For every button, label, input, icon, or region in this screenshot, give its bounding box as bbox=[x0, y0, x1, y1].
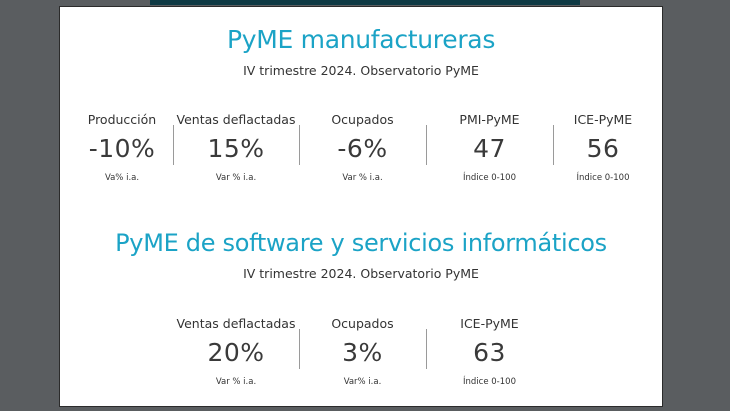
stat-unit: Va% i.a. bbox=[104, 173, 140, 183]
section1-subtitle: IV trimestre 2024. Observatorio PyME bbox=[243, 63, 479, 78]
infographic-card: PyME manufactureras IV trimestre 2024. O… bbox=[59, 6, 663, 407]
divider bbox=[553, 125, 554, 165]
stat-unit: Índice 0-100 bbox=[463, 377, 516, 387]
stat-ocupados: Ocupados -6% Var % i.a. bbox=[299, 112, 426, 183]
divider bbox=[426, 329, 427, 369]
stat-value: 47 bbox=[473, 134, 506, 163]
top-strip bbox=[150, 0, 580, 5]
stat-ice-pyme: ICE-PyME 63 Índice 0-100 bbox=[426, 316, 553, 387]
section1-title: PyME manufactureras bbox=[226, 25, 496, 54]
stat-value: 56 bbox=[586, 134, 620, 163]
stat-value: 63 bbox=[473, 338, 506, 367]
stat-ice-pyme: ICE-PyME 56 Índice 0-100 bbox=[553, 112, 653, 183]
stat-label: Ventas deflactadas bbox=[176, 316, 296, 331]
stat-unit: Índice 0-100 bbox=[576, 173, 630, 183]
stat-label: PMI-PyME bbox=[459, 112, 520, 127]
stat-unit: Var % i.a. bbox=[215, 377, 257, 387]
stat-unit: Var % i.a. bbox=[215, 173, 257, 183]
stat-label: ICE-PyME bbox=[573, 112, 633, 127]
section2-subtitle: IV trimestre 2024. Observatorio PyME bbox=[243, 266, 479, 281]
stat-unit: Var% i.a. bbox=[343, 377, 382, 387]
stat-ocupados: Ocupados 3% Var% i.a. bbox=[299, 316, 426, 387]
stat-unit: Índice 0-100 bbox=[463, 173, 516, 183]
stat-value: 3% bbox=[342, 338, 383, 367]
stat-unit: Var % i.a. bbox=[342, 173, 383, 183]
stat-value: -6% bbox=[337, 134, 388, 163]
stat-ventas-deflactadas: Ventas deflactadas 15% Var % i.a. bbox=[173, 112, 299, 183]
stat-pmi-pyme: PMI-PyME 47 Índice 0-100 bbox=[426, 112, 553, 183]
stat-label: Producción bbox=[87, 112, 157, 127]
stat-label: Ventas deflactadas bbox=[176, 112, 296, 127]
stat-value: -10% bbox=[88, 134, 156, 163]
stat-ventas-deflactadas: Ventas deflactadas 20% Var % i.a. bbox=[173, 316, 299, 387]
stat-label: Ocupados bbox=[331, 112, 394, 127]
stat-produccion: Producción -10% Va% i.a. bbox=[80, 112, 164, 183]
section2-title: PyME de software y servicios informático… bbox=[115, 229, 607, 257]
divider bbox=[173, 125, 174, 165]
stat-label: ICE-PyME bbox=[460, 316, 519, 331]
stat-label: Ocupados bbox=[331, 316, 394, 331]
stat-value: 15% bbox=[207, 134, 265, 163]
divider bbox=[299, 125, 300, 165]
divider bbox=[426, 125, 427, 165]
divider bbox=[299, 329, 300, 369]
stat-value: 20% bbox=[207, 338, 265, 367]
